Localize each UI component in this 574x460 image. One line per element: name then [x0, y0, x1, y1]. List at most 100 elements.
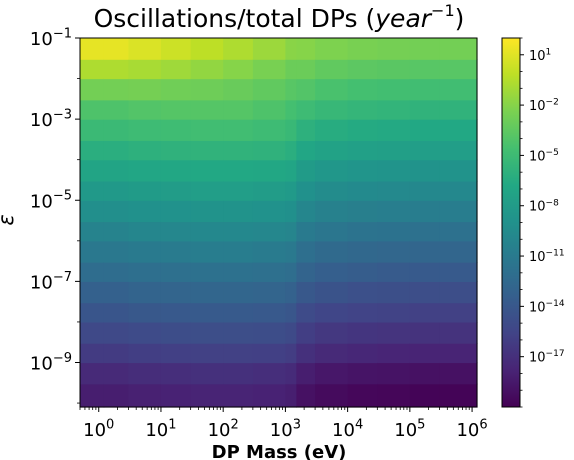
heatmap-cell — [285, 78, 297, 101]
heatmap-cell — [409, 281, 441, 304]
heatmap-cell — [439, 200, 478, 223]
heatmap-cell — [103, 302, 130, 323]
heatmap-cell — [409, 78, 441, 101]
heatmap-cell — [103, 180, 130, 201]
heatmap-cell — [409, 119, 441, 141]
heatmap-cell — [409, 59, 441, 80]
heatmap-cell — [160, 262, 192, 282]
heatmap-cell — [347, 59, 378, 80]
heatmap-cell — [190, 99, 224, 120]
heatmap-cell — [252, 262, 287, 282]
heatmap-cell — [409, 221, 441, 242]
heatmap-cell — [409, 140, 441, 161]
heatmap-cell — [296, 99, 316, 120]
heatmap-cell — [409, 240, 441, 263]
heatmap-cell — [315, 281, 349, 304]
heatmap-cell — [296, 302, 316, 323]
colorbar-tick-label: 10−5 — [529, 148, 559, 164]
heatmap-cell — [315, 383, 349, 408]
heatmap-cell — [439, 159, 478, 182]
heatmap-cell — [439, 321, 478, 344]
heatmap-cell — [377, 262, 411, 282]
heatmap-cell — [80, 59, 105, 80]
y-tick-label: 10−9 — [30, 351, 72, 375]
heatmap-cell — [103, 59, 130, 80]
x-tick-label: 105 — [394, 417, 425, 441]
heatmap-cell — [315, 240, 349, 263]
heatmap-cell — [296, 119, 316, 141]
heatmap-cell — [439, 383, 478, 408]
heatmap-cell — [347, 221, 378, 242]
heatmap-cell — [128, 59, 162, 80]
heatmap-cell — [315, 343, 349, 364]
heatmap-cell — [315, 302, 349, 323]
heatmap-cell — [160, 140, 192, 161]
heatmap-cell — [190, 159, 224, 182]
heatmap-cell — [409, 180, 441, 201]
heatmap-cell — [285, 240, 297, 263]
heatmap-cell — [285, 140, 297, 161]
colorbar-tick-label: 10−17 — [529, 349, 565, 365]
heatmap-cell — [409, 383, 441, 408]
chart-title: Oscillations/total DPs (year−1) — [94, 1, 465, 33]
heatmap-cell — [439, 140, 478, 161]
heatmap-cell — [160, 99, 192, 120]
heatmap-cell — [439, 302, 478, 323]
heatmap-cell — [377, 302, 411, 323]
heatmap-cell — [296, 159, 316, 182]
x-tick-label: 102 — [208, 417, 239, 441]
heatmap-cell — [315, 59, 349, 80]
heatmap-cell — [103, 281, 130, 304]
heatmap-cell — [80, 140, 105, 161]
heatmap-cell — [347, 200, 378, 223]
heatmap-cell — [285, 99, 297, 120]
heatmap-cell — [439, 78, 478, 101]
heatmap-cell — [223, 59, 254, 80]
heatmap-cell — [80, 200, 105, 223]
x-tick-label: 104 — [332, 417, 363, 441]
heatmap-cell — [439, 281, 478, 304]
heatmap-cell — [347, 362, 378, 385]
heatmap-cell — [190, 343, 224, 364]
heatmap-cell — [296, 321, 316, 344]
heatmap-cell — [223, 221, 254, 242]
heatmap-cell — [190, 59, 224, 80]
heatmap-cell — [347, 140, 378, 161]
heatmap-cell — [285, 262, 297, 282]
heatmap-cell — [128, 38, 162, 60]
heatmap-cell — [80, 343, 105, 364]
heatmap-cell — [160, 119, 192, 141]
heatmap-cell — [377, 240, 411, 263]
heatmap-cell — [190, 78, 224, 101]
heatmap-cell — [80, 362, 105, 385]
heatmap-cell — [409, 343, 441, 364]
heatmap-cell — [347, 343, 378, 364]
heatmap-cell — [190, 140, 224, 161]
heatmap-cell — [296, 38, 316, 60]
heatmap-cell — [315, 180, 349, 201]
y-tick-label: 10−1 — [30, 26, 72, 50]
heatmap-cell — [160, 78, 192, 101]
heatmap-cell — [80, 281, 105, 304]
heatmap-cell — [315, 38, 349, 60]
heatmap-cell — [103, 140, 130, 161]
heatmap-cell — [160, 343, 192, 364]
heatmap-cell — [160, 383, 192, 408]
heatmap-cell — [347, 281, 378, 304]
heatmap-cell — [160, 362, 192, 385]
heatmap-cell — [252, 221, 287, 242]
heatmap-cell — [160, 302, 192, 323]
heatmap-cell — [223, 159, 254, 182]
heatmap-cell — [223, 262, 254, 282]
heatmap-cell — [223, 140, 254, 161]
heatmap-cell — [377, 99, 411, 120]
heatmap-cell — [347, 321, 378, 344]
heatmap-cell — [377, 321, 411, 344]
heatmap-cell — [252, 281, 287, 304]
heatmap-cell — [252, 321, 287, 344]
heatmap-cell — [223, 383, 254, 408]
heatmap-cell — [409, 200, 441, 223]
heatmap-cell — [439, 99, 478, 120]
heatmap-cell — [80, 99, 105, 120]
colorbar-tick-label: 10−14 — [529, 299, 565, 315]
